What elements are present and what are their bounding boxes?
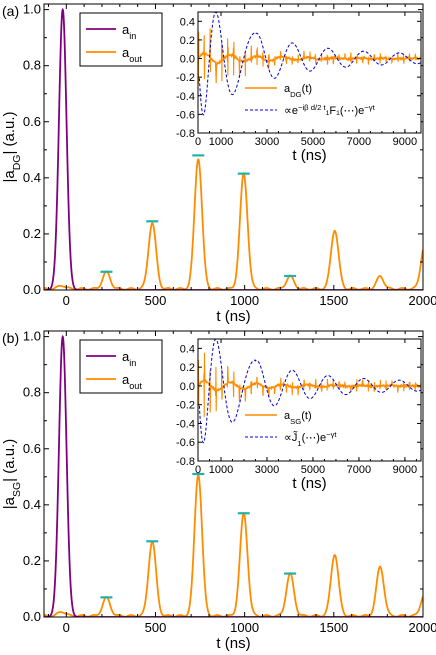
inset-x-axis-label: t (ns) bbox=[292, 475, 326, 492]
inset-frame bbox=[197, 338, 422, 462]
inset-x-axis-label: t (ns) bbox=[292, 147, 326, 164]
inset: 0 1000 3000 5000 7000 9000 -0.8 -0.6 -0.4 -0.2 0.0… bbox=[176, 11, 422, 164]
inset-x-tick-label: 1000 bbox=[209, 136, 233, 148]
series-a-out bbox=[44, 158, 423, 290]
y-tick-label: 0.6 bbox=[23, 114, 41, 129]
inset-x-tick-label: 5000 bbox=[301, 136, 325, 148]
inset-background bbox=[198, 339, 421, 461]
y-axis-label: |aDG| (a.u.) bbox=[1, 111, 23, 182]
inset-legend-entry-1: ∝J̃1(⋯)e−γt bbox=[284, 430, 337, 448]
x-tick-label: 1000 bbox=[230, 293, 259, 308]
y-tick-label: 0.2 bbox=[23, 226, 41, 241]
axes-frame bbox=[43, 3, 424, 291]
inset-y-tick-label: 0.4 bbox=[180, 343, 195, 355]
inset-y-tick-label: -0.2 bbox=[176, 400, 195, 412]
inset-x-tick-label: 9000 bbox=[393, 136, 417, 148]
y-tick-label: 0.8 bbox=[23, 58, 41, 73]
y-tick-label: 0.4 bbox=[23, 170, 41, 185]
inset-series-signal bbox=[198, 28, 421, 85]
inset-x-tick-label: 1000 bbox=[209, 464, 233, 476]
inset-y-tick-label: -0.6 bbox=[176, 437, 195, 449]
inset-series-signal bbox=[198, 352, 421, 417]
inset-y-tick-label: -0.4 bbox=[176, 418, 195, 430]
panel-a: (a) 0 500 1000 1500 2000 0.0 0.2 0.4 0.6 0.8 1.0 t (… bbox=[1, 2, 436, 325]
inset-x-tick-label: 0 bbox=[195, 464, 201, 476]
inset-plot-area bbox=[198, 12, 421, 116]
inset-y-tick-label: 0.2 bbox=[180, 35, 195, 47]
inset-plot-area bbox=[198, 339, 421, 444]
series-a-out bbox=[44, 474, 423, 617]
inset-y-tick-label: -0.6 bbox=[176, 109, 195, 121]
inset-x-tick-label: 3000 bbox=[255, 136, 279, 148]
x-tick-label: 1500 bbox=[319, 293, 348, 308]
y-tick-label: 1.0 bbox=[23, 2, 41, 17]
inset-series-theory bbox=[198, 12, 421, 116]
x-tick-label: 0 bbox=[63, 620, 70, 635]
inset-legend: aDG(t) ∝e−iβ d/2 t₁F₁(⋯)e−γt bbox=[245, 83, 376, 117]
legend-entry-0: ain bbox=[122, 22, 136, 41]
x-tick-label: 500 bbox=[145, 293, 167, 308]
inset-frame bbox=[197, 11, 422, 134]
panel-label: (a) bbox=[2, 3, 19, 19]
x-tick-label: 2000 bbox=[409, 293, 436, 308]
inset-background bbox=[198, 12, 421, 133]
y-tick-label: 0.4 bbox=[23, 497, 41, 512]
inset-x-tick-label: 0 bbox=[195, 136, 201, 148]
inset-legend-entry-0: aSG(t) bbox=[284, 410, 312, 426]
y-tick-label: 0.8 bbox=[23, 385, 41, 400]
x-tick-label: 2000 bbox=[409, 620, 436, 635]
inset: 0 1000 3000 5000 7000 9000 -0.8 -0.6 -0.4 -0.2 0.0… bbox=[176, 338, 422, 492]
inset-x-tick-label: 9000 bbox=[393, 464, 417, 476]
legend-entry-1: aout bbox=[122, 45, 142, 64]
axes-frame bbox=[43, 330, 424, 618]
y-tick-label: 0.0 bbox=[23, 282, 41, 297]
inset-series-theory bbox=[198, 339, 421, 444]
y-tick-label: 0.6 bbox=[23, 441, 41, 456]
panel-label: (b) bbox=[2, 330, 19, 346]
inset-legend-entry-0: aDG(t) bbox=[284, 83, 312, 99]
x-tick-label: 500 bbox=[145, 620, 167, 635]
inset-y-tick-label: -0.8 bbox=[176, 128, 195, 140]
legend-box bbox=[79, 339, 163, 394]
panel-b: (b) 0 500 1000 1500 2000 0.0 0.2 0.4 0.6 0.8 1.0 t (… bbox=[1, 329, 436, 652]
legend: ain aout bbox=[79, 339, 163, 394]
legend: ain aout bbox=[79, 12, 163, 67]
x-tick-label: 0 bbox=[63, 293, 70, 308]
x-tick-label: 1000 bbox=[230, 620, 259, 635]
inset-x-tick-label: 7000 bbox=[347, 464, 371, 476]
legend-entry-0: ain bbox=[122, 349, 136, 368]
inset-x-tick-label: 3000 bbox=[255, 464, 279, 476]
inset-y-tick-label: 0.0 bbox=[180, 54, 195, 66]
inset-y-tick-label: -0.8 bbox=[176, 456, 195, 468]
x-axis-label: t (ns) bbox=[216, 308, 250, 325]
inset-legend: aSG(t) ∝J̃1(⋯)e−γt bbox=[245, 410, 337, 448]
inset-legend-entry-1: ∝e−iβ d/2 t₁F₁(⋯)e−γt bbox=[284, 103, 376, 118]
inset-y-tick-label: 0.4 bbox=[180, 16, 195, 28]
y-axis-label: |aSG| (a.u.) bbox=[1, 439, 23, 510]
legend-box bbox=[79, 12, 163, 67]
y-tick-label: 0.2 bbox=[23, 553, 41, 568]
inset-x-tick-label: 7000 bbox=[347, 136, 371, 148]
legend-entry-1: aout bbox=[122, 372, 142, 391]
x-tick-label: 1500 bbox=[319, 620, 348, 635]
inset-y-tick-label: -0.2 bbox=[176, 72, 195, 84]
y-tick-label: 1.0 bbox=[23, 329, 41, 344]
inset-y-tick-label: -0.4 bbox=[176, 91, 195, 103]
x-axis-label: t (ns) bbox=[216, 635, 250, 652]
inset-y-tick-label: 0.0 bbox=[180, 381, 195, 393]
inset-y-tick-label: 0.2 bbox=[180, 362, 195, 374]
inset-x-tick-label: 5000 bbox=[301, 464, 325, 476]
y-tick-label: 0.0 bbox=[23, 609, 41, 624]
